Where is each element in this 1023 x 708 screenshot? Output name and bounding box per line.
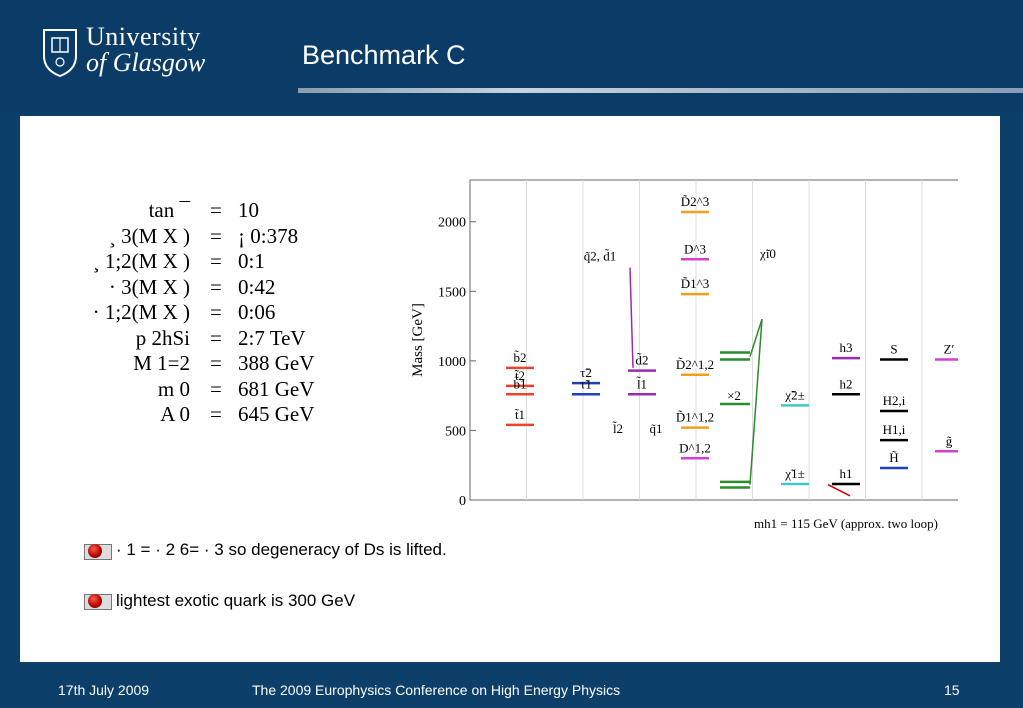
param-rhs: 0:42: [238, 274, 276, 299]
level-label: h2: [840, 376, 853, 391]
title-underline: [298, 88, 1023, 93]
level-label: h3: [840, 340, 853, 355]
chart-annotation: mh1 = 115 GeV (approx. two loop): [754, 516, 938, 531]
logo-line1: University: [86, 22, 201, 51]
bullet-icon: [88, 544, 102, 558]
level-label: H2,i: [883, 393, 906, 408]
param-op: =: [210, 223, 222, 248]
param-rhs: 388 GeV: [238, 351, 315, 375]
logo-line2: of Glasgow: [86, 48, 206, 77]
neutralino-arrow: [749, 318, 763, 357]
level-label: S: [890, 341, 897, 356]
y-tick-label: 1500: [438, 285, 466, 300]
level-label: D̃1^1,2: [676, 410, 714, 425]
param-lhs: · 1;2(M X ): [92, 300, 190, 324]
param-op: =: [210, 351, 222, 375]
footer-page-number: 15: [944, 682, 960, 698]
crest-icon: [43, 29, 77, 78]
bullet-text-2: lightest exotic quark is 300 GeV: [116, 591, 356, 610]
chart-annotation: q̃2, d̃1: [584, 249, 617, 264]
param-rhs: 645 GeV: [238, 402, 315, 426]
squark-arrow: [629, 267, 634, 368]
slide-content: tan ¯ = 10 ¸ 3(M X ) = ¡ 0:378 ¸ 1;2(M X ) = 0:1…: [20, 116, 1000, 662]
higgs-arrow: [827, 484, 851, 497]
param-lhs: ¸ 1;2(M X ): [92, 249, 190, 273]
neutralino-arrow: [749, 319, 763, 485]
param-rhs: 0:06: [238, 300, 276, 324]
param-lhs: p 2hSi: [135, 325, 190, 350]
param-lhs: m 0: [157, 376, 190, 401]
level-label: l̃1: [636, 376, 647, 391]
level-label: b̃2: [514, 350, 527, 365]
param-op: =: [210, 402, 222, 426]
mass-spectrum-chart: 0 500 1000 1500 2000 Mass [GeV] b̃2 t̃2b̃1 t̃1 τ̃…: [410, 179, 958, 531]
y-axis-label: Mass [GeV]: [410, 303, 426, 377]
level-label: t̃1: [515, 407, 525, 422]
chart-annotation: l̃2: [612, 421, 623, 436]
param-lhs: tan ¯: [148, 198, 190, 222]
y-tick-label: 2000: [438, 216, 466, 231]
y-tick-label: 1000: [438, 355, 466, 370]
level-label: g̃: [946, 433, 953, 448]
level-label: D̃1^3: [681, 276, 710, 291]
bullet-text-1: · 1 = · 2 6= · 3 so degeneracy of Ds is …: [116, 540, 447, 559]
level-label: D̃2^1,2: [676, 357, 714, 372]
param-rhs: 2:7 TeV: [238, 325, 306, 350]
level-label: b̃1: [514, 376, 527, 391]
level-label: χ̃2±: [784, 387, 804, 402]
param-op: =: [210, 376, 222, 401]
footer-date: 17th July 2009: [58, 682, 150, 698]
level-label: D̃2^3: [681, 194, 710, 209]
level-label: h1: [840, 466, 853, 481]
university-logo: University of Glasgow: [40, 22, 220, 82]
chart-annotation: χ̃i0: [759, 246, 776, 261]
footer: 17th July 2009 The 2009 Europhysics Conf…: [0, 670, 1023, 708]
param-rhs: 10: [238, 198, 259, 222]
y-tick-label: 500: [445, 424, 466, 439]
param-op: =: [210, 300, 222, 324]
chart-frame: [469, 179, 958, 501]
level-label: χ̃1±: [784, 466, 804, 481]
level-label: D^1,2: [679, 440, 711, 455]
header-bar: University of Glasgow Benchmark C: [0, 0, 1023, 112]
level-label: D^3: [684, 241, 706, 256]
param-lhs: M 1=2: [133, 351, 190, 375]
level-label: t̃2: [515, 368, 525, 383]
param-op: =: [210, 274, 222, 299]
level-label: τ̃1: [580, 376, 592, 391]
param-lhs: ¸ 3(M X ): [108, 223, 190, 248]
footer-conference: The 2009 Europhysics Conference on High …: [252, 682, 621, 698]
y-tick-label: 0: [459, 494, 466, 509]
bullet-icon: [88, 594, 102, 608]
level-label: Z′: [944, 341, 955, 356]
level-label: H̃: [889, 450, 898, 465]
slide-title: Benchmark C: [302, 40, 466, 70]
level-label: d̃2: [636, 353, 649, 368]
param-rhs: ¡ 0:378: [238, 223, 299, 248]
level-label: τ̃2: [580, 365, 592, 380]
param-rhs: 0:1: [238, 249, 265, 273]
param-op: =: [210, 249, 222, 273]
level-label: H1,i: [883, 422, 906, 437]
param-lhs: · 3(M X ): [108, 274, 190, 299]
param-op: =: [210, 198, 222, 222]
param-op: =: [210, 325, 222, 350]
param-lhs: A 0: [160, 402, 190, 426]
chart-annotation: q̃1: [650, 421, 663, 436]
param-rhs: 681 GeV: [238, 376, 315, 401]
chart-annotation: ×2: [727, 388, 741, 403]
